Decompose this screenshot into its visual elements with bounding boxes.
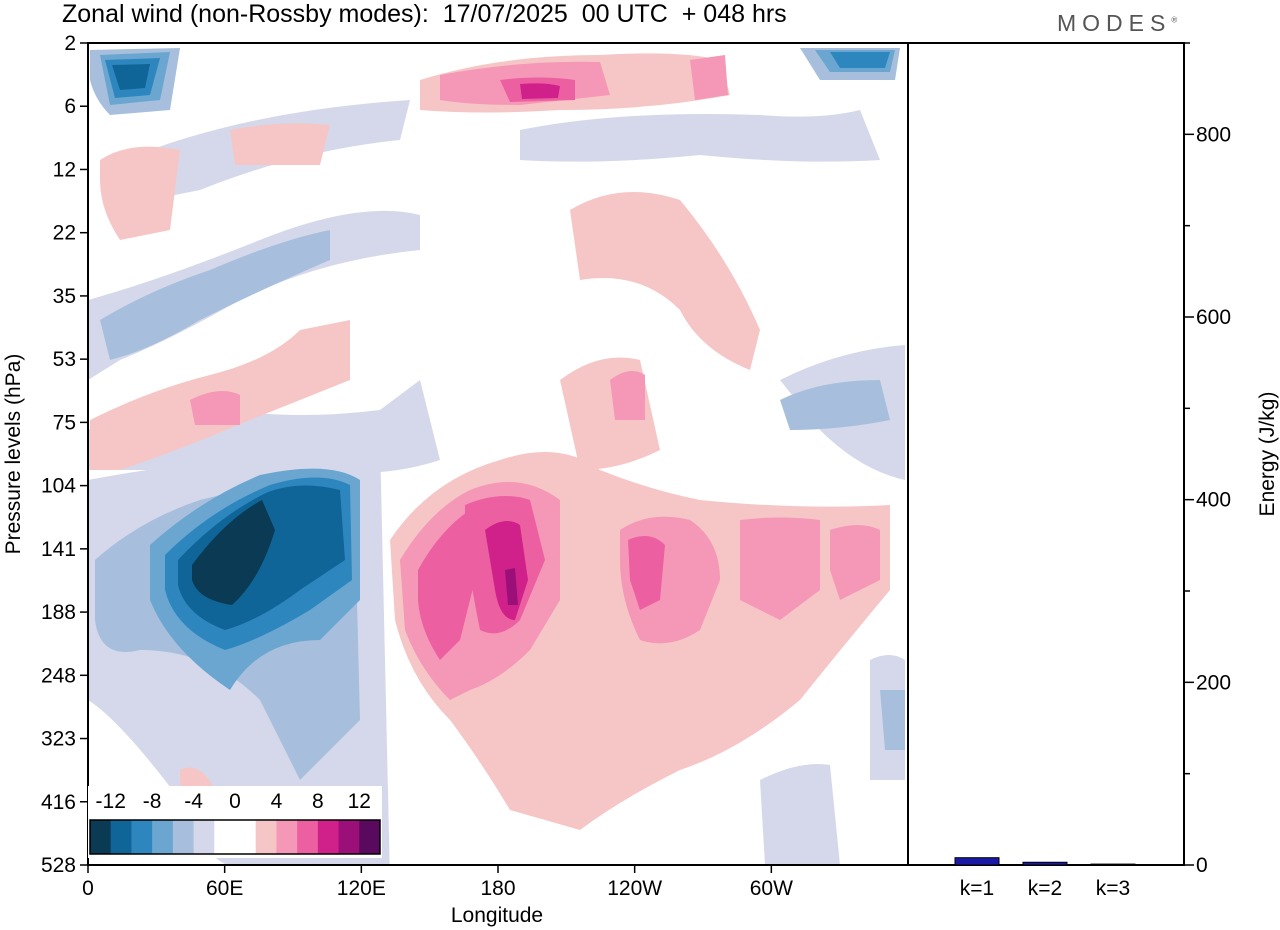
y-tick-label: 53 [53,348,76,371]
wind-contour-field [88,43,908,865]
y-tick-label: 248 [41,664,76,687]
colorbar-label: -8 [143,790,162,813]
x-tick-label: 0 [82,877,94,900]
colorbar-label: 0 [229,790,241,813]
y-tick-label: 528 [41,854,76,877]
chart-title: Zonal wind (non-Rossby modes): 17/07/202… [62,0,787,28]
colorbar-swatch [172,820,195,854]
energy-bar [1022,861,1068,866]
y-tick-label: 104 [41,475,76,498]
energy-category-label: k=1 [960,877,994,900]
y-tick-label: 6 [64,95,76,118]
energy-bar [1090,863,1136,866]
colorbar-label: 8 [312,790,324,813]
y-tick-label: 22 [53,222,76,245]
colorbar-swatch [131,820,153,854]
colorbar-swatch [317,820,340,854]
y-tick-label: 75 [53,411,76,434]
colorbar-label: 4 [271,790,283,813]
colorbar-swatch [276,820,298,854]
colorbar-swatch [110,820,132,854]
y-tick-label: 35 [53,285,76,308]
x-axis-title: Longitude [451,904,543,927]
colorbar-frame [89,819,381,855]
colorbar-swatch [359,820,381,854]
colorbar: -12 -8 -4 0 4 8 12 [88,786,382,858]
energy-category-label: k=2 [1028,877,1062,900]
x-tick-label: 60E [206,877,243,900]
colorbar-label: -12 [96,790,126,813]
energy-category-label: k=3 [1096,877,1130,900]
energy-tick-label: 800 [1196,123,1231,146]
y-tick-label: 323 [41,728,76,751]
colorbar-swatch [338,820,360,854]
x-tick-label: 180 [480,877,515,900]
energy-bar [954,857,1000,866]
energy-tick-label: 200 [1196,671,1231,694]
modes-logo: MODES® [1057,10,1178,36]
y-axis-left: 2 6 12 22 35 53 75 104 141 188 248 323 416 528 [41,32,88,877]
y-tick-label: 188 [41,601,76,624]
y-tick-label: 416 [41,791,76,814]
x-tick-label: 120W [607,877,662,900]
colorbar-swatch [255,820,277,854]
energy-panel-frame [907,42,1185,866]
x-tick-label: 120E [337,877,386,900]
x-tick-label: 60W [750,877,793,900]
energy-axis-title: Energy (J/kg) [1256,392,1279,517]
colorbar-swatch [235,820,257,854]
colorbar-swatch [297,820,319,854]
colorbar-swatch [193,820,215,854]
y-axis-title: Pressure levels (hPa) [2,354,25,555]
energy-tick-label: 600 [1196,306,1231,329]
y-tick-label: 12 [53,158,76,181]
colorbar-swatch [214,820,236,854]
x-axis: 0 60E 120E 180 120W 60W [82,865,793,900]
colorbar-label: 12 [348,790,371,813]
energy-tick-label: 0 [1196,854,1208,877]
colorbar-swatch [90,820,112,854]
energy-bar-chart: 0 200 400 600 800 k=1 k=2 k=3 [954,42,1231,900]
y-tick-label: 141 [41,538,76,561]
colorbar-label: -4 [184,790,203,813]
colorbar-swatch [152,820,174,854]
y-tick-label: 2 [64,32,76,55]
energy-tick-label: 400 [1196,489,1231,512]
